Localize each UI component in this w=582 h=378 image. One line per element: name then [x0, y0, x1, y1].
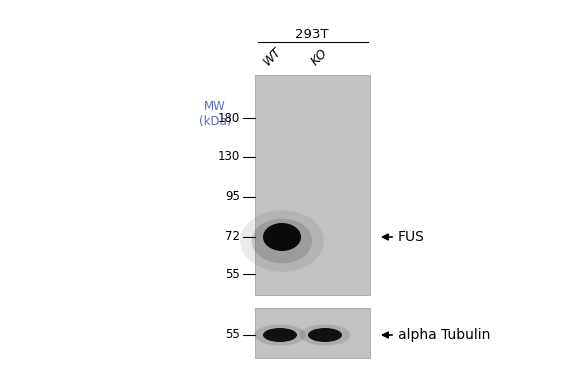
Text: 130: 130 [218, 150, 240, 164]
Ellipse shape [251, 218, 313, 263]
Bar [255, 75, 370, 295]
Text: KO: KO [309, 46, 331, 68]
Ellipse shape [263, 223, 301, 251]
Text: WT: WT [261, 45, 284, 68]
Ellipse shape [240, 210, 324, 272]
Text: 95: 95 [225, 191, 240, 203]
Text: 55: 55 [225, 328, 240, 341]
Text: MW
(kDa): MW (kDa) [198, 100, 231, 128]
Ellipse shape [308, 328, 342, 342]
Text: 180: 180 [218, 112, 240, 124]
Text: 293T: 293T [295, 28, 329, 41]
Ellipse shape [300, 324, 350, 345]
Ellipse shape [263, 328, 297, 342]
Text: 55: 55 [225, 268, 240, 280]
Bar [255, 308, 370, 358]
Ellipse shape [254, 324, 306, 345]
Text: 72: 72 [225, 231, 240, 243]
Text: FUS: FUS [398, 230, 425, 244]
Text: alpha Tubulin: alpha Tubulin [398, 328, 491, 342]
